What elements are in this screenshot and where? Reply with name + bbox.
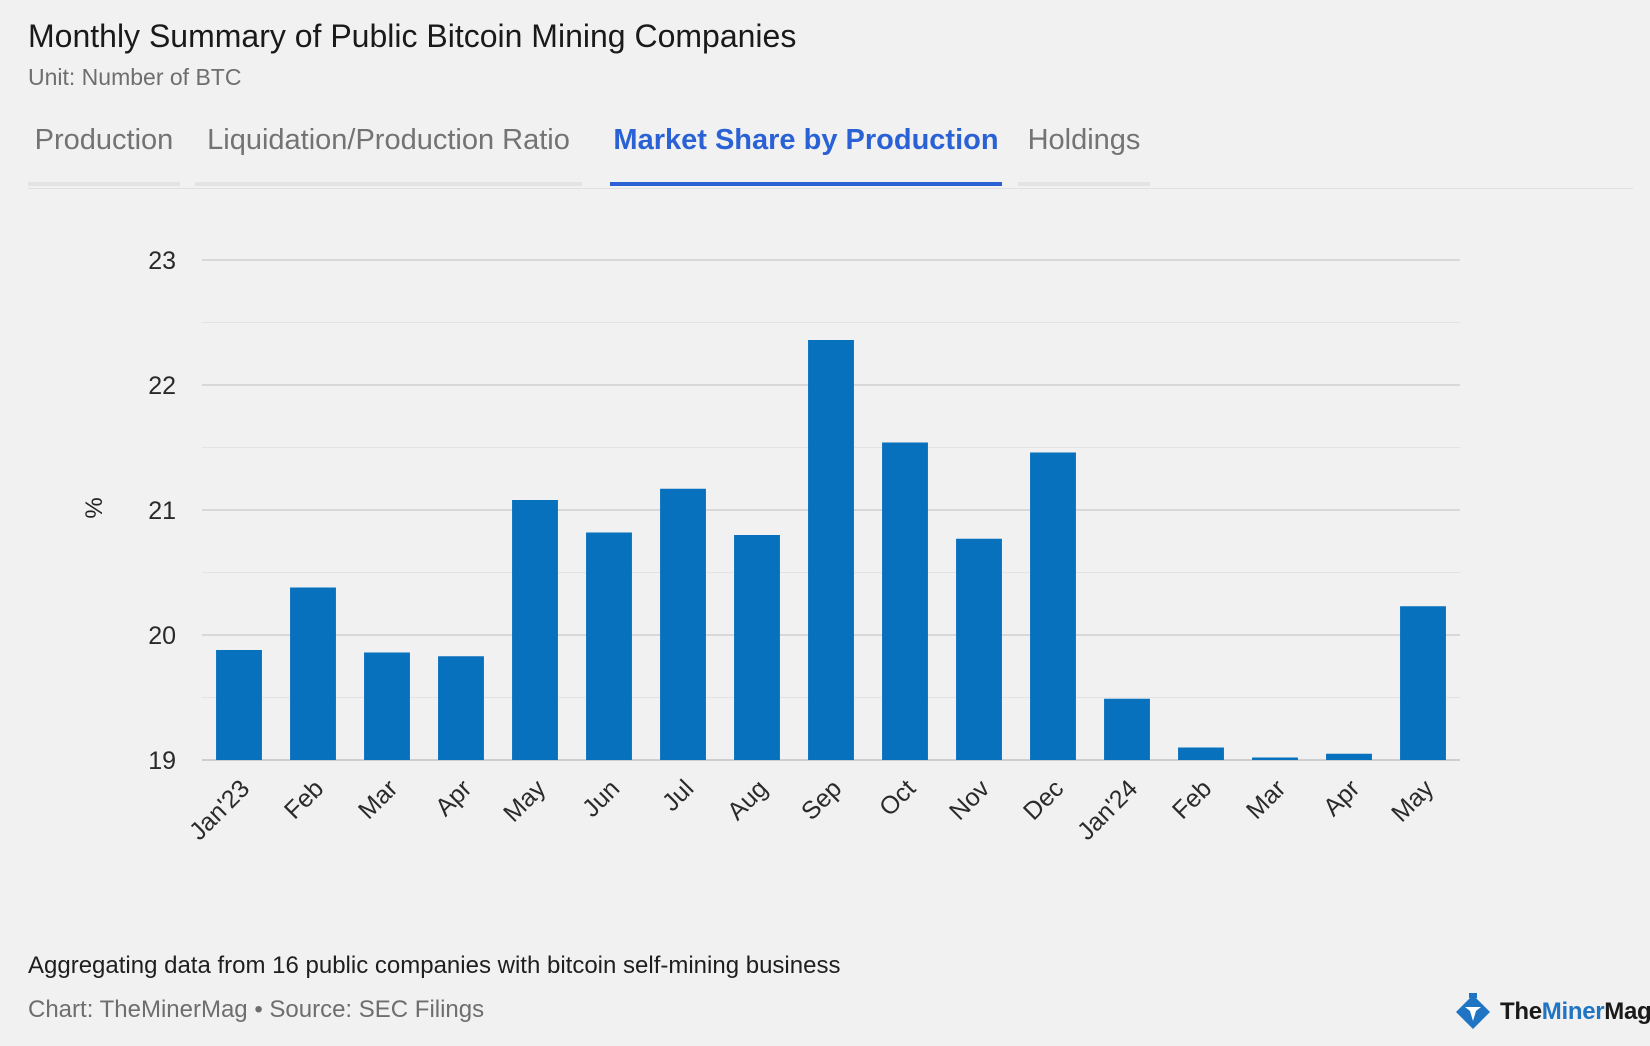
bar[interactable] <box>586 532 632 761</box>
y-tick-label: 22 <box>148 372 176 400</box>
x-tick-label: Feb <box>279 774 329 824</box>
x-tick-label: May <box>1386 774 1440 828</box>
x-tick-label: Aug <box>722 774 773 825</box>
bar[interactable] <box>660 488 706 760</box>
bar[interactable] <box>1104 698 1150 760</box>
chart-subtitle: Unit: Number of BTC <box>28 64 242 90</box>
logo-wordmark: TheMinerMag <box>1500 998 1650 1026</box>
theminermag-logo-icon <box>1456 993 1490 1029</box>
bar[interactable] <box>1400 606 1446 760</box>
bar-chart: 19 20 21 22 23 % Jan'23 Feb Mar Apr May Jun Jul Aug… <box>81 247 1460 846</box>
logo-text-the: The <box>1500 998 1542 1025</box>
bar-series <box>216 340 1446 760</box>
tab-bar: Production Liquidation/Production Ratio … <box>28 118 1633 189</box>
y-tick-label: 21 <box>148 497 176 525</box>
logo-text-mag: Mag <box>1604 998 1650 1025</box>
bar[interactable] <box>882 442 928 761</box>
x-axis-ticks: Jan'23 Feb Mar Apr May Jun Jul Aug Sep Oct Nov Dec J… <box>184 774 1440 846</box>
bar[interactable] <box>1326 753 1372 760</box>
tab-liquidation-production-ratio[interactable]: Liquidation/Production Ratio <box>195 118 582 186</box>
x-tick-label: Nov <box>944 774 996 826</box>
tab-production[interactable]: Production <box>28 118 180 186</box>
x-tick-label: Feb <box>1167 774 1217 824</box>
tab-market-share-by-production[interactable]: Market Share by Production <box>610 118 1002 186</box>
x-tick-label: Mar <box>1241 774 1291 824</box>
x-tick-label: Oct <box>874 774 921 821</box>
bar[interactable] <box>290 587 336 761</box>
bar[interactable] <box>808 340 854 760</box>
y-tick-label: 19 <box>148 747 176 775</box>
y-axis-label: % <box>81 497 108 518</box>
y-tick-label: 23 <box>148 247 176 275</box>
x-tick-label: Apr <box>1318 774 1365 821</box>
y-tick-label: 20 <box>148 622 176 650</box>
x-tick-label: Mar <box>353 774 403 824</box>
x-tick-label: Apr <box>430 774 477 821</box>
x-tick-label: Sep <box>796 774 847 825</box>
bar[interactable] <box>1178 747 1224 761</box>
x-tick-label: Jun <box>577 774 625 822</box>
brand-logo[interactable]: TheMinerMag <box>1452 988 1650 1036</box>
bar[interactable] <box>216 650 262 760</box>
bar[interactable] <box>956 538 1002 760</box>
tab-holdings[interactable]: Holdings <box>1018 118 1150 186</box>
x-tick-label: May <box>498 774 552 828</box>
bar[interactable] <box>438 656 484 760</box>
bar[interactable] <box>1252 757 1298 761</box>
bar[interactable] <box>364 652 410 761</box>
bar[interactable] <box>734 535 780 760</box>
x-tick-label: Dec <box>1018 774 1069 825</box>
x-tick-label: Jan'23 <box>184 774 255 845</box>
bar[interactable] <box>1030 452 1076 761</box>
x-tick-label: Jul <box>657 774 699 816</box>
y-axis-ticks: 19 20 21 22 23 <box>148 247 176 775</box>
x-tick-label: Jan'24 <box>1072 774 1143 845</box>
bar[interactable] <box>512 500 558 760</box>
chart-source: Chart: TheMinerMag • Source: SEC Filings <box>28 996 485 1023</box>
chart-title: Monthly Summary of Public Bitcoin Mining… <box>28 18 797 54</box>
chart-caption: Aggregating data from 16 public companie… <box>28 952 841 979</box>
logo-text-miner: Miner <box>1541 998 1605 1025</box>
